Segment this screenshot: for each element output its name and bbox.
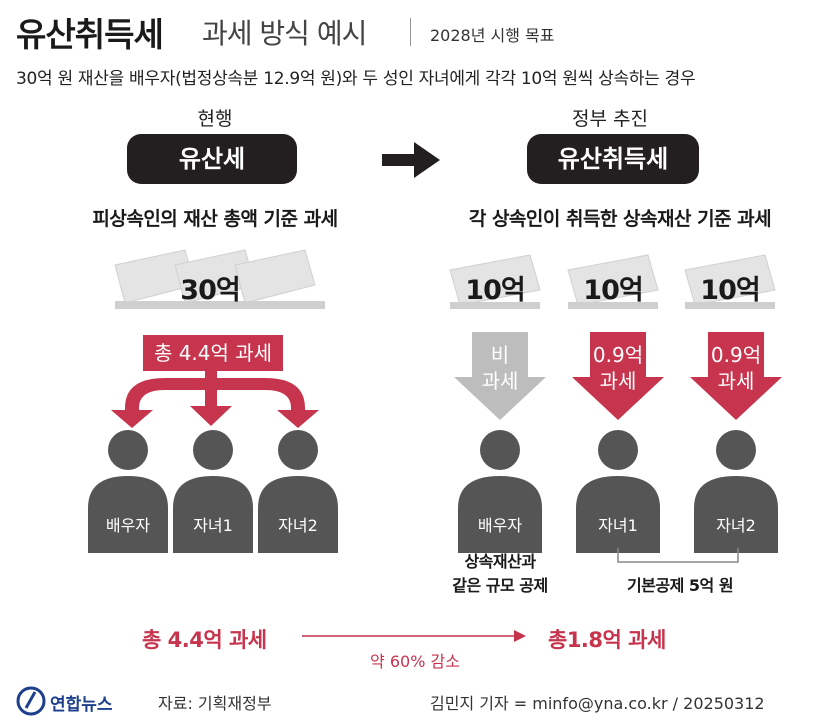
children-bracket bbox=[617, 548, 739, 563]
proposed-person-spouse: 배우자 bbox=[477, 516, 523, 535]
tax-child1-line1: 0.9억 bbox=[592, 343, 644, 367]
yonhap-logo-text: 연합뉴스 bbox=[50, 695, 113, 715]
title-divider bbox=[410, 18, 411, 46]
current-total: 총 4.4억 과세 bbox=[142, 628, 267, 652]
proposed-persons-group bbox=[458, 430, 778, 553]
current-description: 피상속인의 재산 총액 기준 과세 bbox=[92, 208, 338, 230]
spouse-note-line1: 상속재산과 bbox=[464, 552, 536, 571]
person-icon bbox=[278, 430, 318, 470]
source: 자료: 기획재정부 bbox=[158, 694, 272, 713]
current-pill: 유산세 bbox=[127, 134, 297, 184]
current-person-spouse: 배우자 bbox=[105, 516, 151, 535]
page-title: 유산취득세 bbox=[16, 15, 164, 54]
spouse-note-line2: 같은 규모 공제 bbox=[452, 576, 548, 595]
proposed-pill: 유산취득세 bbox=[527, 134, 699, 184]
current-money: 30억 bbox=[180, 275, 240, 306]
proposed-money-child2: 10억 bbox=[700, 275, 760, 306]
proposed-person-child2: 자녀2 bbox=[716, 516, 756, 535]
proposed-money-spouse: 10억 bbox=[465, 275, 525, 306]
current-tax-banner bbox=[143, 335, 283, 371]
person-icon bbox=[193, 430, 233, 470]
yonhap-logo-icon bbox=[16, 686, 46, 716]
page-title-sub: 과세 방식 예시 bbox=[202, 17, 367, 50]
tax-spouse-line1: 비 bbox=[490, 343, 510, 367]
current-person-child2: 자녀2 bbox=[278, 516, 318, 535]
proposed-person-child1: 자녀1 bbox=[598, 516, 638, 535]
money-stack-icon bbox=[114, 249, 325, 309]
proposed-total: 총1.8억 과세 bbox=[548, 628, 666, 652]
proposed-money-child1: 10억 bbox=[583, 275, 643, 306]
subtitle: 30억 원 재산을 배우자(법정상속분 12.9억 원)와 두 성인 자녀에게 … bbox=[16, 69, 696, 89]
tax-arrow-icon bbox=[572, 332, 664, 420]
proposed-description: 각 상속인이 취득한 상속재산 기준 과세 bbox=[468, 208, 772, 230]
person-icon bbox=[108, 430, 148, 470]
reduction-label: 약 60% 감소 bbox=[370, 652, 460, 671]
current-person-child1: 자녀1 bbox=[193, 516, 233, 535]
right-arrow-icon bbox=[382, 142, 440, 178]
tax-arrow-icon bbox=[690, 332, 782, 420]
current-persons-group bbox=[88, 430, 338, 553]
tax-child2-line1: 0.9억 bbox=[710, 343, 762, 367]
no-tax-arrow-icon bbox=[454, 332, 546, 420]
money-stack-icon bbox=[449, 254, 776, 309]
proposed-label: 정부 추진 bbox=[572, 108, 648, 130]
children-note: 기본공제 5억 원 bbox=[626, 576, 734, 595]
tax-child2-line2: 과세 bbox=[717, 369, 755, 393]
summary-arrow-icon bbox=[302, 630, 526, 642]
current-tax: 총 4.4억 과세 bbox=[153, 341, 273, 365]
tax-spouse-line2: 과세 bbox=[481, 369, 519, 393]
credit: 김민지 기자 = minfo@yna.co.kr / 20250312 bbox=[430, 694, 765, 713]
current-label: 현행 bbox=[197, 108, 233, 130]
target-year: 2028년 시행 목표 bbox=[430, 26, 555, 45]
tax-split-arrow-icon bbox=[111, 368, 319, 428]
tax-child1-line2: 과세 bbox=[599, 369, 637, 393]
